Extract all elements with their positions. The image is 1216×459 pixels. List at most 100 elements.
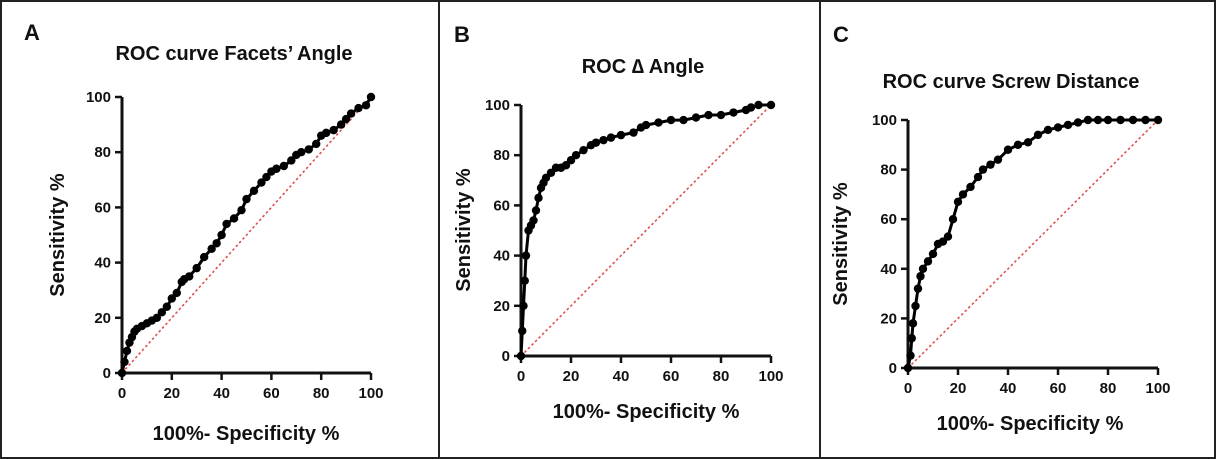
- roc-data-point: [329, 125, 338, 135]
- y-tick-label: 60: [94, 199, 111, 216]
- roc-data-point: [766, 100, 776, 110]
- roc-data-point: [716, 110, 726, 120]
- roc-data-point: [1128, 115, 1138, 125]
- roc-data-point: [1116, 115, 1125, 125]
- roc-data-point: [629, 128, 638, 137]
- roc-data-point: [304, 145, 313, 154]
- roc-data-point: [1003, 145, 1013, 154]
- x-tick-label: 0: [118, 385, 126, 402]
- x-tick-label: 100: [1145, 380, 1170, 397]
- reference-line: [121, 96, 372, 374]
- y-tick-label: 40: [493, 248, 510, 265]
- x-tick-label: 100: [758, 368, 783, 385]
- roc-data-point: [599, 135, 608, 145]
- roc-data-point: [519, 301, 528, 310]
- roc-data-point: [1043, 125, 1053, 135]
- y-tick-label: 60: [493, 197, 510, 214]
- roc-data-point: [579, 145, 588, 155]
- roc-data-point: [916, 272, 925, 281]
- roc-data-point: [691, 113, 701, 122]
- x-tick-label: 20: [950, 380, 967, 397]
- chart-panel-b: B ROC ∆ Angle 0 20 40 60 80 100 0 20 40 60 80 100 100%…: [440, 0, 819, 459]
- roc-data-point: [966, 182, 975, 192]
- panel-letter: A: [24, 20, 40, 45]
- roc-data-point: [1023, 138, 1033, 147]
- roc-data-point: [229, 214, 239, 223]
- roc-data-point: [341, 114, 351, 124]
- roc-data-point: [1093, 115, 1103, 125]
- roc-data-point: [162, 302, 172, 311]
- roc-data-point: [361, 101, 371, 110]
- roc-data-point: [257, 178, 266, 187]
- roc-data-point: [521, 251, 531, 260]
- roc-data-point: [978, 165, 988, 174]
- roc-data-point: [606, 133, 616, 142]
- roc-data-point: [520, 276, 529, 285]
- y-axis-label: Sensitivity %: [453, 168, 475, 292]
- roc-data-point: [262, 172, 271, 182]
- roc-data-point: [212, 239, 221, 248]
- x-tick-label: 20: [163, 385, 180, 402]
- x-axis-label: 100%- Specificity %: [153, 423, 340, 445]
- roc-data-point: [986, 160, 995, 169]
- roc-data-point: [958, 190, 968, 199]
- x-tick-label: 40: [613, 368, 630, 385]
- roc-data-point: [943, 232, 953, 241]
- y-tick-label: 80: [94, 144, 111, 161]
- roc-data-point: [1083, 115, 1093, 125]
- y-tick-label: 0: [502, 348, 510, 365]
- chart-panel-c: C ROC curve Screw Distance 0 20 40 60 80 100 0 20…: [819, 0, 1216, 459]
- roc-data-point: [928, 249, 938, 259]
- y-tick-label: 0: [103, 365, 111, 382]
- roc-data-point: [222, 219, 231, 229]
- x-tick-label: 80: [1100, 380, 1117, 397]
- x-tick-label: 80: [713, 368, 730, 385]
- roc-chart-a: A ROC curve Facets’ Angle 0 20 40 60 80 100 0 20 4…: [24, 20, 384, 445]
- roc-data-point: [346, 109, 356, 118]
- roc-data-point: [654, 118, 663, 127]
- roc-data-point: [122, 346, 132, 356]
- roc-data-point: [906, 351, 915, 360]
- roc-data-point: [1141, 115, 1150, 125]
- roc-chart-b: B ROC ∆ Angle 0 20 40 60 80 100 0 20 40 60 80 100 100%…: [453, 22, 784, 423]
- roc-data-point: [297, 148, 306, 157]
- x-tick-label: 80: [313, 385, 330, 402]
- roc-data-point: [531, 206, 541, 215]
- roc-data-point: [923, 257, 933, 266]
- roc-data-point: [1073, 118, 1083, 127]
- roc-data-point: [913, 284, 923, 293]
- roc-data-point: [746, 103, 756, 112]
- y-tick-label: 40: [880, 261, 897, 278]
- panel-letter: C: [833, 22, 849, 47]
- chart-panel-a: A ROC curve Facets’ Angle 0 20 40 60 80 100 0 20 4…: [0, 0, 440, 459]
- roc-data-point: [167, 294, 176, 303]
- x-tick-label: 60: [1050, 380, 1067, 397]
- roc-data-point: [754, 100, 763, 110]
- roc-data-point: [249, 186, 259, 196]
- roc-data-point: [272, 164, 281, 173]
- y-tick-label: 80: [493, 147, 510, 164]
- x-tick-label: 40: [213, 385, 230, 402]
- y-tick-label: 20: [94, 310, 111, 327]
- y-tick-label: 100: [485, 97, 510, 114]
- roc-data-point: [918, 264, 928, 273]
- x-tick-label: 40: [1000, 380, 1017, 397]
- y-tick-label: 100: [86, 89, 111, 106]
- x-axis-label: 100%- Specificity %: [553, 401, 740, 423]
- roc-data-point: [729, 108, 738, 117]
- y-tick-label: 20: [493, 298, 510, 315]
- roc-data-point: [336, 120, 346, 129]
- x-tick-label: 0: [517, 368, 525, 385]
- x-tick-label: 20: [563, 368, 580, 385]
- roc-data-point: [237, 205, 246, 215]
- roc-data-point: [354, 103, 363, 113]
- roc-data-point: [953, 197, 963, 207]
- roc-data-point: [518, 326, 527, 336]
- roc-data-point: [903, 363, 913, 373]
- y-tick-label: 20: [880, 310, 897, 327]
- roc-data-point: [152, 313, 162, 322]
- roc-data-point: [217, 230, 226, 240]
- roc-data-point: [117, 368, 127, 378]
- chart-title: ROC ∆ Angle: [582, 56, 705, 78]
- x-tick-label: 0: [904, 380, 912, 397]
